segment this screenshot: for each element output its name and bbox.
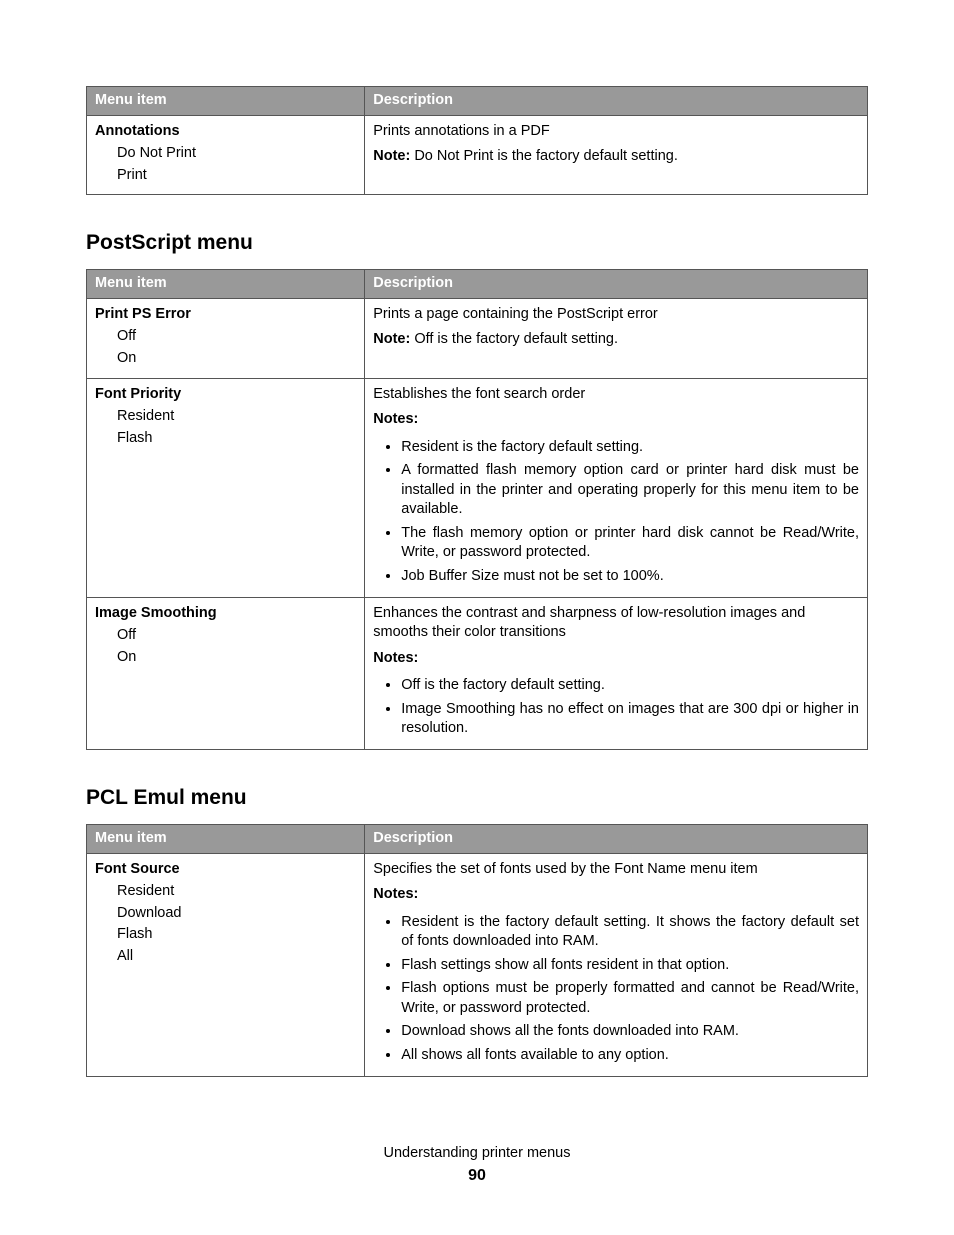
table-header-menu-item: Menu item — [87, 87, 365, 116]
page-container: Menu itemDescriptionAnnotationsDo Not Pr… — [0, 0, 954, 1235]
notes-list-item: Image Smoothing has no effect on images … — [401, 698, 859, 741]
menu-item-option: All — [117, 946, 356, 968]
notes-list-item: Resident is the factory default setting.… — [401, 911, 859, 954]
description-cell: Establishes the font search order Notes: R… — [365, 378, 868, 597]
menu-item-option: Download — [117, 903, 356, 925]
menu-item-options: OffOn — [95, 625, 356, 668]
menu-item-option: Print — [117, 165, 356, 187]
notes-list-item: Job Buffer Size must not be set to 100%. — [401, 565, 859, 589]
notes-list: Resident is the factory default setting.… — [373, 911, 859, 1068]
description-text: Specifies the set of fonts used by the F… — [373, 860, 859, 880]
menu-table-pdf_tail: Menu itemDescriptionAnnotationsDo Not Pr… — [86, 86, 868, 195]
note-text: Do Not Print is the factory default sett… — [410, 148, 678, 164]
footer-text: Understanding printer menus — [0, 1145, 954, 1161]
notes-label: Notes: — [373, 410, 859, 430]
menu-item-cell: Font SourceResidentDownloadFlashAll — [87, 853, 365, 1076]
description-cell: Enhances the contrast and sharpness of l… — [365, 597, 868, 749]
table-row: AnnotationsDo Not PrintPrintPrints annot… — [87, 115, 868, 195]
menu-item-title: Image Smoothing — [95, 604, 356, 624]
menu-item-options: Do Not PrintPrint — [95, 143, 356, 186]
table-header-description: Description — [365, 824, 868, 853]
note-label: Note: — [373, 148, 410, 164]
notes-label: Notes: — [373, 885, 859, 905]
note-text: Off is the factory default setting. — [410, 331, 618, 347]
inline-note: Note: Off is the factory default setting… — [373, 330, 859, 350]
page-footer: Understanding printer menus 90 — [0, 1145, 954, 1185]
menu-item-options: OffOn — [95, 326, 356, 369]
menu-item-option: Resident — [117, 406, 356, 428]
inline-note: Note: Do Not Print is the factory defaul… — [373, 147, 859, 167]
description-text: Prints annotations in a PDF — [373, 122, 859, 142]
menu-item-title: Annotations — [95, 122, 356, 142]
notes-list: Resident is the factory default setting.… — [373, 436, 859, 589]
menu-item-options: ResidentFlash — [95, 406, 356, 449]
notes-list-item: Flash settings show all fonts resident i… — [401, 954, 859, 978]
menu-item-cell: Print PS ErrorOffOn — [87, 298, 365, 378]
menu-item-option: Off — [117, 326, 356, 348]
notes-list-item: Flash options must be properly formatted… — [401, 977, 859, 1020]
section-heading-postscript: PostScript menu — [86, 231, 868, 255]
table-header-description: Description — [365, 270, 868, 299]
notes-list-item: Resident is the factory default setting. — [401, 436, 859, 460]
menu-table-pcl_emul: Menu itemDescriptionFont SourceResidentD… — [86, 824, 868, 1077]
table-row: Print PS ErrorOffOn Prints a page contain… — [87, 298, 868, 378]
description-cell: Prints annotations in a PDF Note: Do Not … — [365, 115, 868, 195]
section-heading-pcl_emul: PCL Emul menu — [86, 786, 868, 810]
menu-item-option: On — [117, 348, 356, 370]
menu-item-title: Print PS Error — [95, 305, 356, 325]
menu-item-title: Font Source — [95, 860, 356, 880]
notes-list-item: A formatted flash memory option card or … — [401, 459, 859, 522]
table-header-menu-item: Menu item — [87, 270, 365, 299]
description-cell: Specifies the set of fonts used by the F… — [365, 853, 868, 1076]
notes-label: Notes: — [373, 649, 859, 669]
notes-list-item: Download shows all the fonts downloaded … — [401, 1020, 859, 1044]
description-text: Enhances the contrast and sharpness of l… — [373, 604, 859, 643]
menu-item-option: Off — [117, 625, 356, 647]
menu-item-option: On — [117, 647, 356, 669]
notes-list-item: Off is the factory default setting. — [401, 674, 859, 698]
page-number: 90 — [0, 1167, 954, 1185]
menu-table-postscript: Menu itemDescriptionPrint PS ErrorOffOnP… — [86, 269, 868, 750]
menu-item-cell: Image SmoothingOffOn — [87, 597, 365, 749]
table-row: Image SmoothingOffOnEnhances the contras… — [87, 597, 868, 749]
notes-list: Off is the factory default setting.Image… — [373, 674, 859, 741]
menu-item-cell: Font PriorityResidentFlash — [87, 378, 365, 597]
note-label: Note: — [373, 331, 410, 347]
menu-item-title: Font Priority — [95, 385, 356, 405]
table-row: Font SourceResidentDownloadFlashAll Speci… — [87, 853, 868, 1076]
description-text: Prints a page containing the PostScript … — [373, 305, 859, 325]
table-row: Font PriorityResidentFlashEstablishes th… — [87, 378, 868, 597]
menu-item-options: ResidentDownloadFlashAll — [95, 881, 356, 967]
description-text: Establishes the font search order — [373, 385, 859, 405]
menu-item-cell: AnnotationsDo Not PrintPrint — [87, 115, 365, 195]
menu-item-option: Resident — [117, 881, 356, 903]
notes-list-item: All shows all fonts available to any opt… — [401, 1044, 859, 1068]
sections-container: Menu itemDescriptionAnnotationsDo Not Pr… — [86, 86, 868, 1077]
notes-list-item: The flash memory option or printer hard … — [401, 522, 859, 565]
table-header-description: Description — [365, 87, 868, 116]
menu-item-option: Do Not Print — [117, 143, 356, 165]
menu-item-option: Flash — [117, 428, 356, 450]
description-cell: Prints a page containing the PostScript … — [365, 298, 868, 378]
menu-item-option: Flash — [117, 924, 356, 946]
table-header-menu-item: Menu item — [87, 824, 365, 853]
